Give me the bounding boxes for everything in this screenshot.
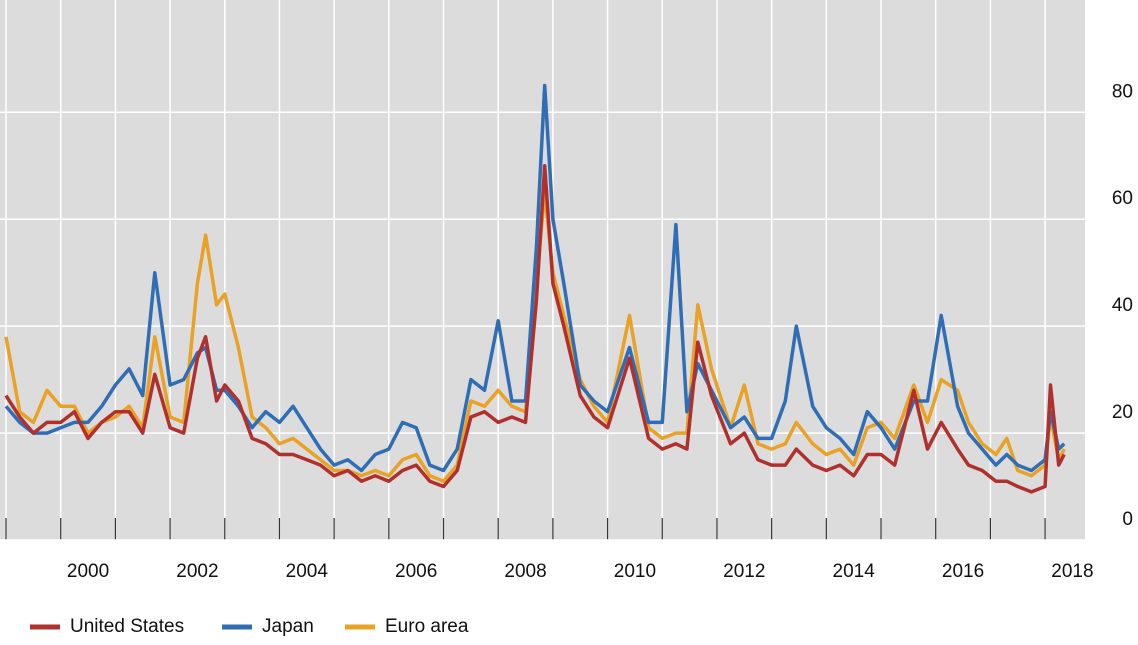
- x-tick-label: 2016: [942, 561, 984, 582]
- x-tick-label: 2006: [395, 561, 437, 582]
- y-tick-label: 40: [1112, 295, 1133, 316]
- x-tick-label: 2004: [286, 561, 329, 582]
- y-tick-label: 60: [1112, 188, 1133, 209]
- legend-label: Japan: [262, 616, 314, 637]
- plot-background: [0, 0, 1085, 540]
- x-tick-label: 2014: [833, 561, 876, 582]
- x-tick-label: 2002: [176, 561, 218, 582]
- legend-label: United States: [70, 616, 184, 637]
- legend-label: Euro area: [385, 616, 469, 637]
- y-tick-label: 0: [1122, 509, 1133, 530]
- series-line: [4, 163, 1066, 494]
- x-tick-label: 2008: [504, 561, 546, 582]
- x-tick-label: 2010: [614, 561, 656, 582]
- y-tick-label: 80: [1112, 81, 1133, 102]
- x-tick-label: 2000: [67, 561, 109, 582]
- x-tick-label: 2018: [1051, 561, 1093, 582]
- x-tick-label: 2012: [723, 561, 765, 582]
- y-tick-label: 20: [1112, 402, 1133, 423]
